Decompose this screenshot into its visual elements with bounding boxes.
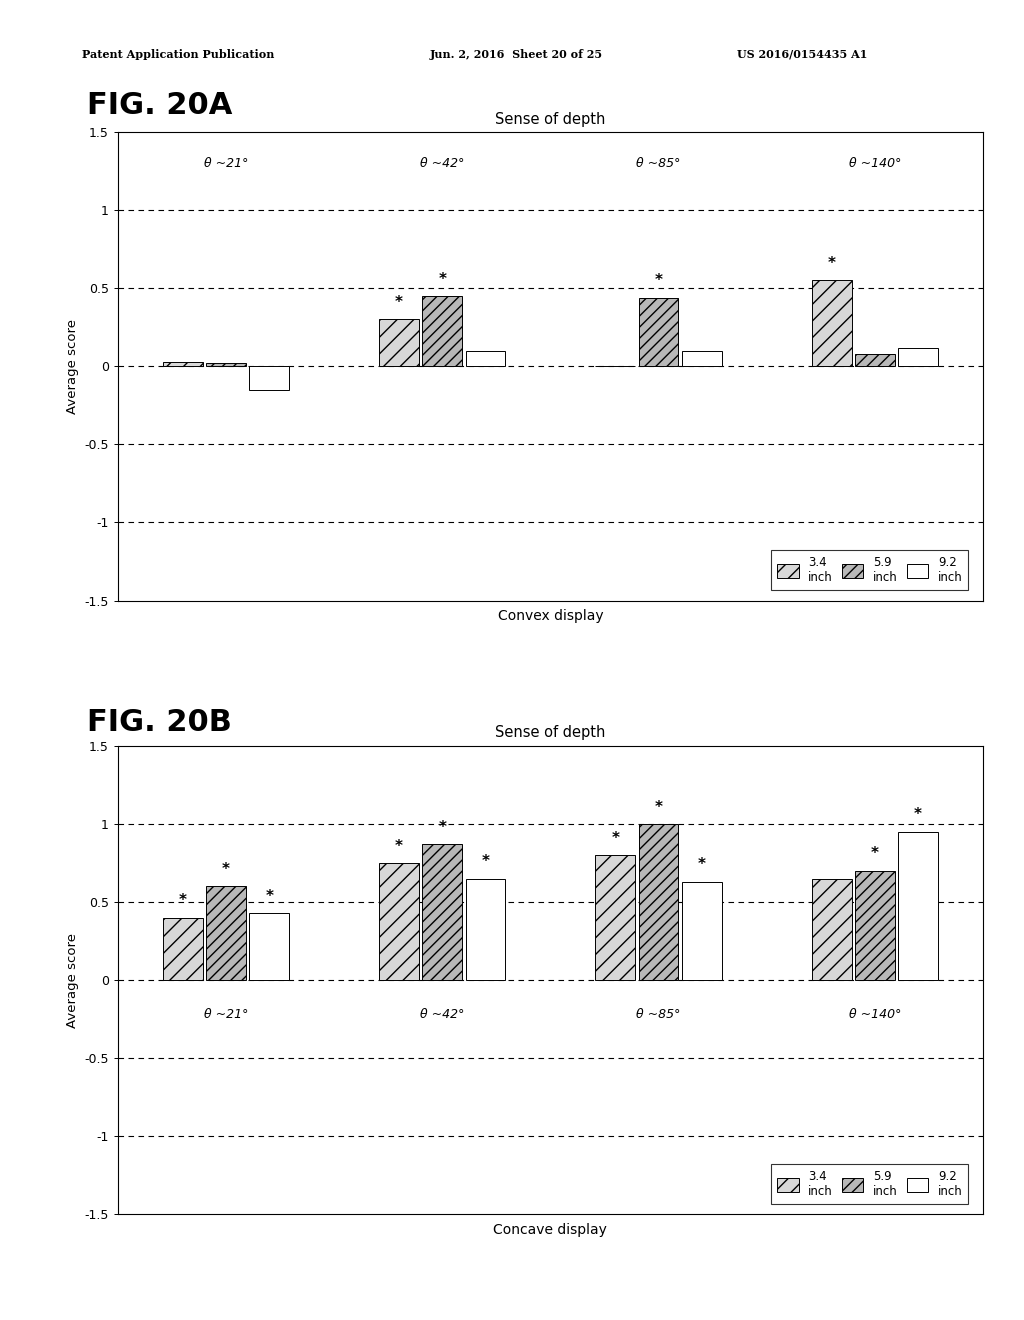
Bar [206,363,246,366]
Text: θ ~21°: θ ~21° [204,1008,248,1022]
Text: *: * [870,846,879,862]
Bar [422,845,462,979]
Bar [812,879,852,979]
Bar [682,351,722,366]
Bar [898,347,938,366]
Text: *: * [697,857,706,873]
Text: θ ~85°: θ ~85° [636,1008,681,1022]
Text: θ ~21°: θ ~21° [204,157,248,170]
Text: *: * [654,800,663,814]
Bar [639,824,679,979]
Bar [163,362,203,366]
Bar [249,913,289,979]
Bar [466,879,506,979]
Legend: 3.4
inch, 5.9
inch, 9.2
inch: 3.4 inch, 5.9 inch, 9.2 inch [771,1164,969,1204]
Bar [855,354,895,366]
Y-axis label: Average score: Average score [66,933,79,1027]
Bar [206,887,246,979]
Bar [379,319,419,366]
Bar [163,917,203,979]
Text: θ ~42°: θ ~42° [420,157,465,170]
Bar [422,296,462,366]
Text: θ ~140°: θ ~140° [849,157,901,170]
Title: Sense of depth: Sense of depth [496,726,605,741]
Bar [595,855,635,979]
Text: *: * [222,862,230,876]
X-axis label: Convex display: Convex display [498,609,603,623]
Text: *: * [395,838,403,854]
Text: Patent Application Publication: Patent Application Publication [82,49,274,59]
Text: θ ~140°: θ ~140° [849,1008,901,1022]
Text: θ ~42°: θ ~42° [420,1008,465,1022]
Text: *: * [654,273,663,288]
Bar [855,871,895,979]
Text: *: * [438,820,446,834]
Text: *: * [178,894,186,908]
Bar [249,366,289,389]
Text: Jun. 2, 2016  Sheet 20 of 25: Jun. 2, 2016 Sheet 20 of 25 [430,49,603,59]
Bar [379,863,419,979]
Text: FIG. 20A: FIG. 20A [87,91,232,120]
Text: *: * [265,888,273,904]
Text: FIG. 20B: FIG. 20B [87,708,231,737]
Bar [466,351,506,366]
Text: *: * [914,808,923,822]
Bar [682,882,722,979]
Bar [898,832,938,979]
Text: US 2016/0154435 A1: US 2016/0154435 A1 [737,49,867,59]
Text: θ ~85°: θ ~85° [636,157,681,170]
Text: *: * [481,854,489,869]
Title: Sense of depth: Sense of depth [496,112,605,127]
Bar [639,297,679,366]
Text: *: * [827,256,836,271]
Y-axis label: Average score: Average score [66,319,79,413]
Text: *: * [438,272,446,286]
Legend: 3.4
inch, 5.9
inch, 9.2
inch: 3.4 inch, 5.9 inch, 9.2 inch [771,550,969,590]
Text: *: * [395,296,403,310]
Bar [812,280,852,366]
X-axis label: Concave display: Concave display [494,1222,607,1237]
Text: *: * [611,830,620,846]
